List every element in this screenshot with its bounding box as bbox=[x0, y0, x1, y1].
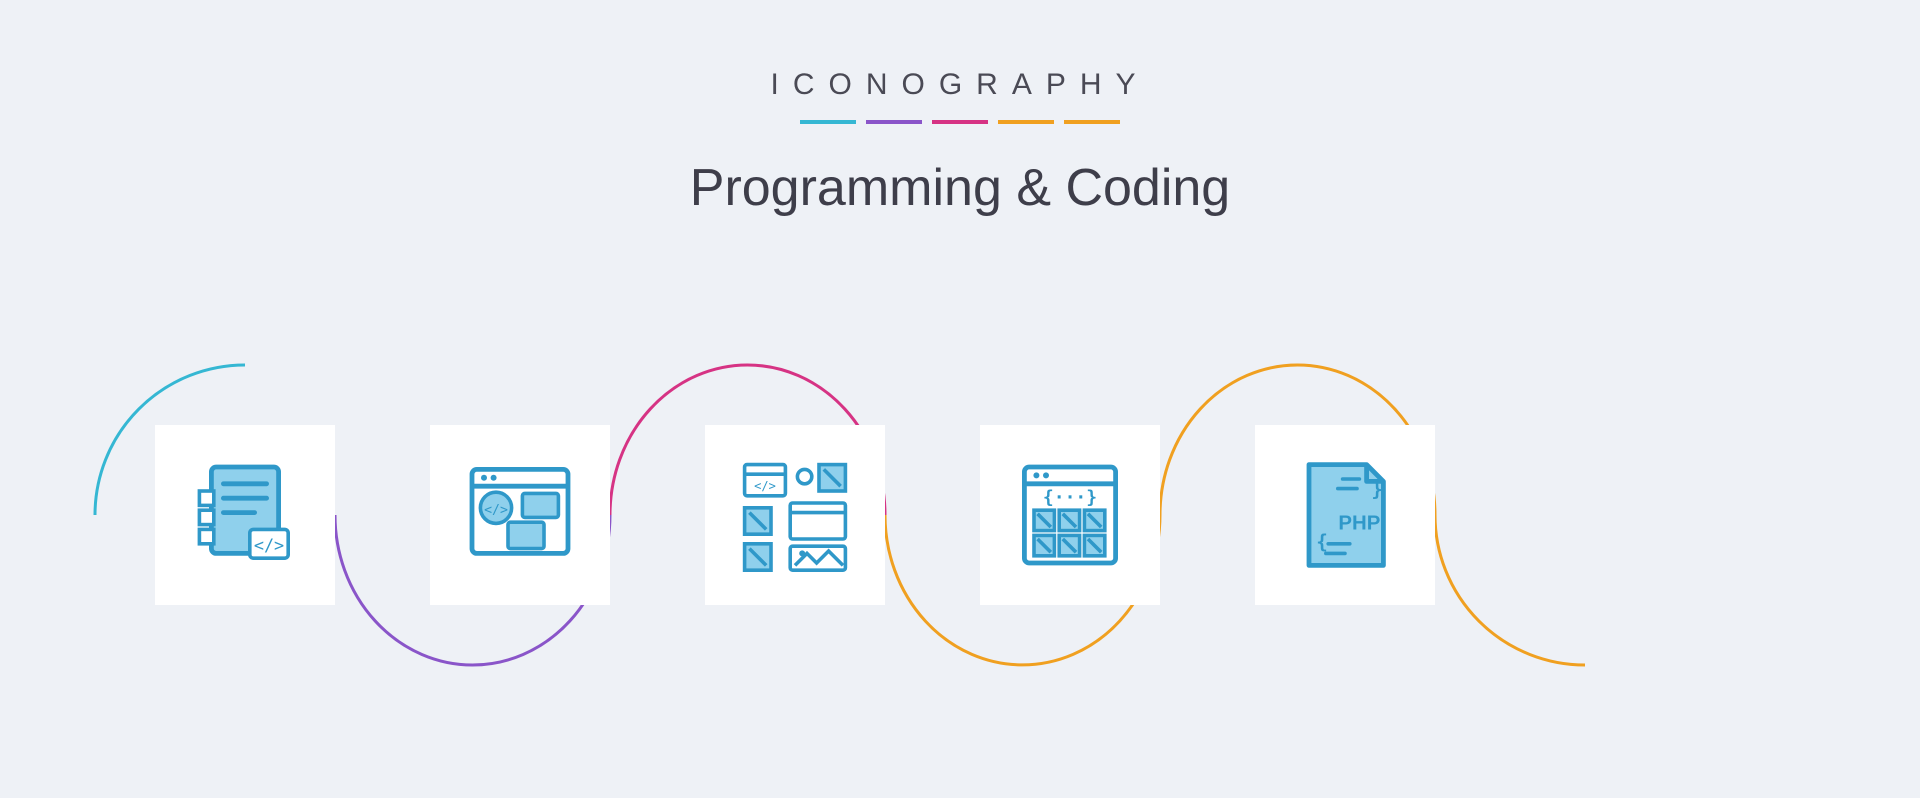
svg-text:{: { bbox=[1316, 531, 1328, 554]
icon-card: </> bbox=[155, 425, 335, 605]
php-file-icon: } PHP { bbox=[1285, 455, 1405, 575]
svg-text:</>: </> bbox=[754, 479, 776, 493]
svg-text:</>: </> bbox=[254, 535, 284, 555]
svg-text:}: } bbox=[1371, 478, 1383, 501]
web-window-icon: </> bbox=[460, 455, 580, 575]
php-text: PHP bbox=[1338, 512, 1380, 534]
layout-modules-icon: </> bbox=[735, 455, 855, 575]
icon-card: </> bbox=[705, 425, 885, 605]
svg-text:{···}: {···} bbox=[1043, 487, 1097, 508]
code-document-icon: </> bbox=[185, 455, 305, 575]
wave-connector bbox=[0, 0, 1920, 798]
svg-text:</>: </> bbox=[484, 503, 508, 518]
icon-card: } PHP { bbox=[1255, 425, 1435, 605]
icon-card: </> bbox=[430, 425, 610, 605]
icon-card: {···} bbox=[980, 425, 1160, 605]
code-grid-icon: {···} bbox=[1010, 455, 1130, 575]
